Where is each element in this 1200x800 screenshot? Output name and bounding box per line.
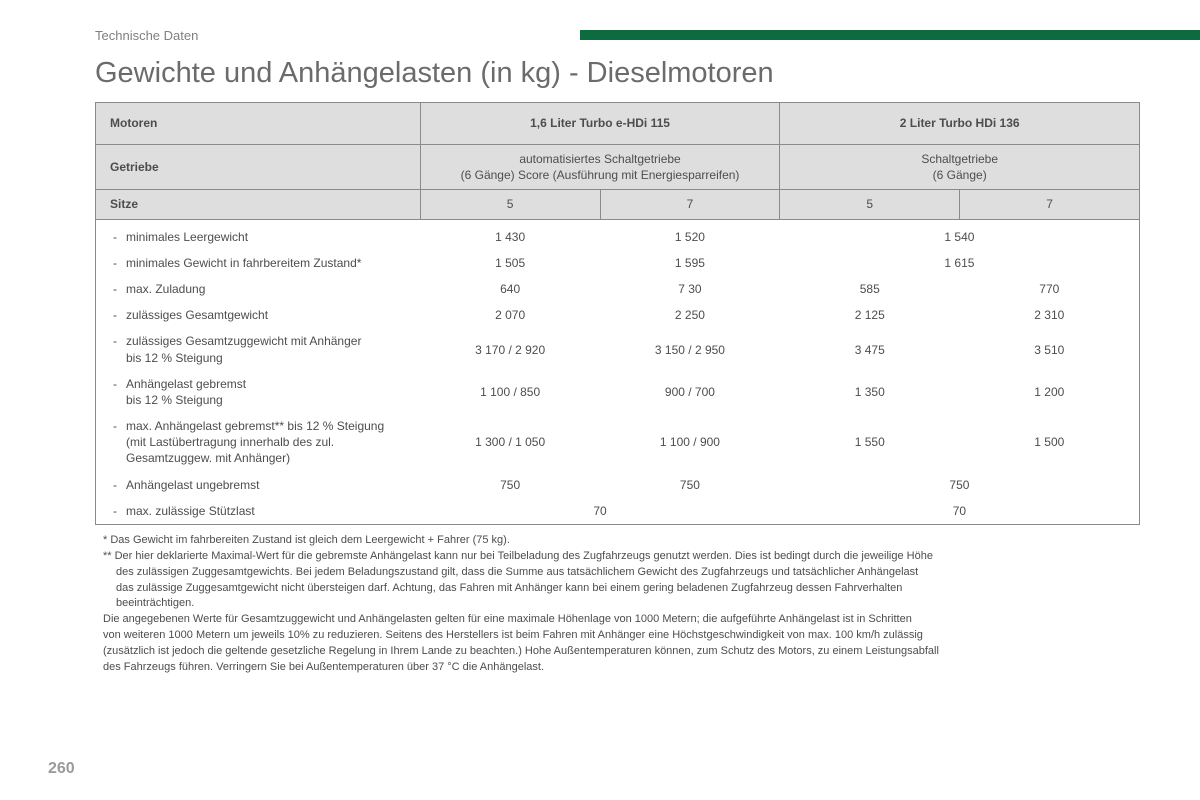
- table-cell: 70: [420, 498, 780, 525]
- table-cell: 900 / 700: [600, 371, 780, 413]
- table-cell: 1 540: [780, 219, 1140, 250]
- th-seats-d: 7: [960, 190, 1140, 219]
- th-seats-label: Sitze: [96, 190, 421, 219]
- table-cell: 7 30: [600, 276, 780, 302]
- table-cell: 1 350: [780, 371, 960, 413]
- weights-table: Motoren 1,6 Liter Turbo e-HDi 115 2 Lite…: [95, 102, 1140, 525]
- section-label: Technische Daten: [95, 28, 198, 43]
- page-title: Gewichte und Anhängelasten (in kg) - Die…: [95, 57, 1140, 90]
- footnote-3c: (zusätzlich ist jedoch die geltende gese…: [103, 644, 1140, 659]
- table-cell: 1 500: [960, 413, 1140, 472]
- table-cell: 3 150 / 2 950: [600, 328, 780, 370]
- th-engine1: 1,6 Liter Turbo e-HDi 115: [420, 103, 780, 145]
- table-cell: 1 550: [780, 413, 960, 472]
- table-cell: 3 475: [780, 328, 960, 370]
- footnote-3a: Die angegebenen Werte für Gesamtzuggewic…: [103, 612, 1140, 627]
- table-cell: 585: [780, 276, 960, 302]
- table-cell: 1 520: [600, 219, 780, 250]
- table-row-label: -max. Zuladung: [96, 276, 421, 302]
- table-cell: 750: [600, 472, 780, 498]
- table-cell: 3 510: [960, 328, 1140, 370]
- table-cell: 1 100 / 900: [600, 413, 780, 472]
- table-cell: 750: [780, 472, 1140, 498]
- th-seats-a: 5: [420, 190, 600, 219]
- th-engine2: 2 Liter Turbo HDi 136: [780, 103, 1140, 145]
- th-gearbox1: automatisiertes Schaltgetriebe (6 Gänge)…: [420, 145, 780, 190]
- table-cell: 1 615: [780, 250, 1140, 276]
- footnote-3d: des Fahrzeugs führen. Verringern Sie bei…: [103, 660, 1140, 675]
- footnote-2d: beeinträchtigen.: [103, 596, 1140, 611]
- th-seats-b: 7: [600, 190, 780, 219]
- table-cell: 2 125: [780, 302, 960, 328]
- table-cell: 2 310: [960, 302, 1140, 328]
- table-row-label: -minimales Gewicht in fahrbereitem Zusta…: [96, 250, 421, 276]
- table-cell: 70: [780, 498, 1140, 525]
- table-cell: 2 250: [600, 302, 780, 328]
- table-row-label: -Anhängelast gebremst bis 12 % Steigung: [96, 371, 421, 413]
- table-row-label: -zulässiges Gesamtgewicht: [96, 302, 421, 328]
- table-cell: 640: [420, 276, 600, 302]
- table-cell: 1 100 / 850: [420, 371, 600, 413]
- page-number: 260: [48, 760, 75, 778]
- footnote-1: * Das Gewicht im fahrbereiten Zustand is…: [103, 533, 1140, 548]
- accent-bar: [580, 30, 1200, 40]
- footnote-2c: das zulässige Zuggesamtgewicht nicht übe…: [103, 581, 1140, 596]
- th-gearbox2: Schaltgetriebe (6 Gänge): [780, 145, 1140, 190]
- footnote-2a: ** Der hier deklarierte Maximal-Wert für…: [103, 549, 1140, 564]
- table-row-label: -minimales Leergewicht: [96, 219, 421, 250]
- th-seats-c: 5: [780, 190, 960, 219]
- footnotes: * Das Gewicht im fahrbereiten Zustand is…: [95, 533, 1140, 675]
- table-cell: 3 170 / 2 920: [420, 328, 600, 370]
- table-cell: 1 430: [420, 219, 600, 250]
- table-cell: 1 595: [600, 250, 780, 276]
- table-row-label: -max. Anhängelast gebremst** bis 12 % St…: [96, 413, 421, 472]
- table-cell: 1 200: [960, 371, 1140, 413]
- table-cell: 1 300 / 1 050: [420, 413, 600, 472]
- footnote-3b: von weiteren 1000 Metern um jeweils 10% …: [103, 628, 1140, 643]
- th-engines-label: Motoren: [96, 103, 421, 145]
- table-cell: 1 505: [420, 250, 600, 276]
- table-cell: 770: [960, 276, 1140, 302]
- table-row-label: -max. zulässige Stützlast: [96, 498, 421, 525]
- th-gearbox-label: Getriebe: [96, 145, 421, 190]
- table-row-label: -Anhängelast ungebremst: [96, 472, 421, 498]
- footnote-2b: des zulässigen Zuggesamtgewichts. Bei je…: [103, 565, 1140, 580]
- table-cell: 750: [420, 472, 600, 498]
- table-cell: 2 070: [420, 302, 600, 328]
- table-row-label: -zulässiges Gesamtzuggewicht mit Anhänge…: [96, 328, 421, 370]
